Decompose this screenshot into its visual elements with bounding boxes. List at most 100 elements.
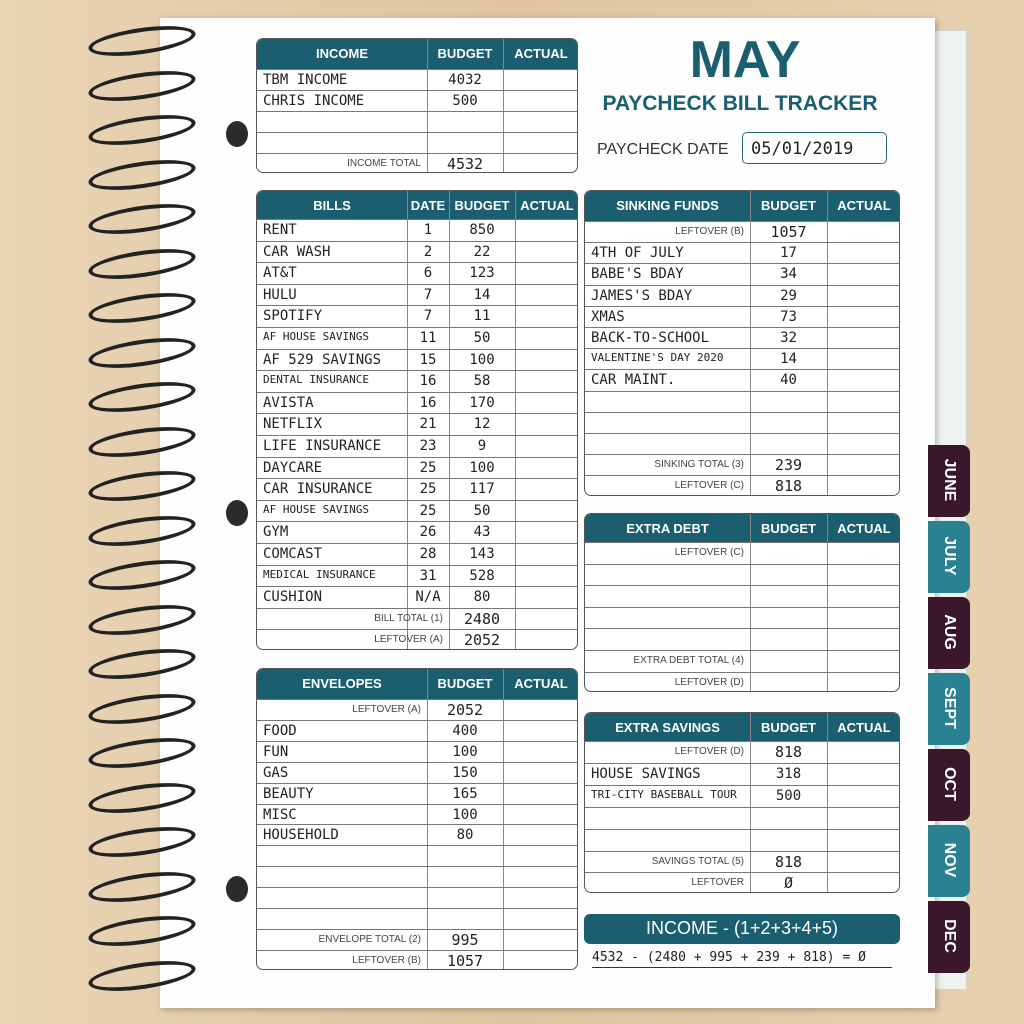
month-tab-label: NOV [941,842,958,878]
summary-value: 818 [774,852,803,871]
summary-value: Ø [783,874,794,893]
row-line [257,327,577,328]
summary-label: LEFTOVER (D) [674,676,744,688]
row-line [257,499,577,501]
row-line [585,263,899,265]
row-line [257,586,577,588]
row-line [585,475,899,477]
row-value: 40 [780,372,797,389]
row-line [257,629,577,631]
column-header: BUDGET [437,676,493,691]
row-label: BACK-TO-SCHOOL [591,330,710,346]
row-line [585,741,899,742]
row-value: 9 [477,438,487,454]
row-line [585,305,899,307]
row-line [257,782,577,784]
table-header-bar [585,191,899,221]
table-header-bar [585,713,899,741]
punch-hole [226,121,248,147]
summary-label: LEFTOVER (C) [674,480,744,492]
row-value: 850 [469,222,495,238]
row-label: SPOTIFY [263,308,323,325]
punch-hole [226,876,248,902]
row-value: 25 [419,481,437,498]
column-header: ACTUAL [837,521,891,536]
row-value: 500 [452,93,478,109]
row-label: TRI-CITY BASEBALL TOUR [591,787,737,801]
row-value: 11 [419,330,437,346]
row-line [257,866,577,868]
row-value: 73 [780,308,797,325]
row-label: HOUSEHOLD [263,827,339,844]
row-value: 170 [469,394,495,411]
row-line [257,564,577,566]
month-tab[interactable]: AUG [928,597,970,669]
row-label: XMAS [591,308,625,325]
row-label: HOUSE SAVINGS [591,765,701,782]
bills-table: BILLS DATE BUDGET ACTUAL RENT 1 850 CAR WASH 2 22… [256,190,578,650]
row-line [257,761,577,763]
row-value: 32 [780,330,797,346]
row-value: 31 [419,567,437,584]
row-value: 7 [423,308,433,325]
row-line [257,607,577,609]
row-label: AF HOUSE SAVINGS [263,330,369,343]
extra-debt-table: EXTRA DEBT BUDGET ACTUAL LEFTOVER (C) EXTRA … [584,513,900,693]
row-line [585,828,899,830]
row-value: 7 [423,286,433,303]
row-label: HULU [263,286,297,303]
row-value: 16 [419,394,437,411]
row-value: 500 [775,787,802,804]
month-tab[interactable]: JULY [928,521,970,593]
row-value: 12 [473,416,491,433]
row-label: CAR MAINT. [591,372,676,389]
column-header: SINKING FUNDS [616,198,719,213]
row-value: 4032 [448,72,482,88]
column-header: ENVELOPES [302,676,382,691]
row-value: 400 [452,722,478,739]
column-header: BUDGET [454,198,510,213]
row-value: 150 [452,764,478,781]
row-label: BEAUTY [263,785,314,802]
summary-value: 995 [451,930,479,949]
summary-label: LEFTOVER (C) [674,547,744,558]
row-line [257,928,577,930]
column-header: ACTUAL [514,676,568,691]
month-tab[interactable]: NOV [928,825,970,897]
row-line [585,542,899,543]
summary-value: 2052 [463,631,501,650]
month-tab[interactable]: DEC [928,901,970,973]
summary-label: LEFTOVER (D) [674,746,744,757]
row-value: 123 [469,265,495,282]
month-tab[interactable]: SEPT [928,673,970,745]
row-value: 100 [452,743,478,760]
table-header-bar [585,514,899,542]
paycheck-date-label: PAYCHECK DATE [597,141,729,158]
row-value: 16 [419,373,437,390]
column-divider [503,39,504,172]
summary-value: 1057 [446,951,484,970]
row-value: 58 [473,373,491,390]
row-label: MISC [263,806,297,823]
row-line [257,435,577,436]
row-label: BABE'S BDAY [591,266,684,283]
summary-label: LEFTOVER [691,877,744,889]
row-line [257,283,577,285]
row-line [257,90,577,91]
summary-label: EXTRA DEBT TOTAL (4) [633,655,744,666]
subtitle: PAYCHECK BILL TRACKER [602,92,878,115]
column-divider [750,713,751,893]
row-line [585,348,899,350]
formula-value: 4532 - (2480 + 995 + 239 + 818) = Ø [592,950,892,968]
row-line [257,413,577,415]
summary-value: 2052 [446,701,484,719]
month-tab[interactable]: OCT [928,749,970,821]
month-tab[interactable]: JUNE [928,445,970,517]
row-label: TBM INCOME [263,72,348,88]
column-header: ACTUAL [837,720,891,735]
month-tab-label: SEPT [941,687,958,729]
row-line [585,671,899,673]
column-divider [427,39,428,172]
row-line [585,327,899,328]
row-value: 100 [469,351,495,368]
